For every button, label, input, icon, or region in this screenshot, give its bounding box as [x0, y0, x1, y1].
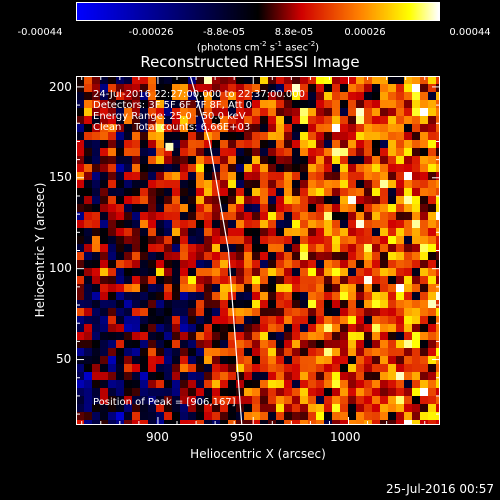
method-annotation: Clean Total counts: 6.66E+03	[93, 122, 251, 133]
x-tick-label: 1000	[330, 430, 361, 444]
colorbar-tick-label: 8.8e-05	[274, 27, 314, 38]
colorbar	[76, 2, 440, 21]
colorbar-units-label: (photons cm-2 s-1 asec-2)	[196, 40, 320, 54]
footer-date: 25-Jul-2016 00:57	[385, 482, 494, 496]
peak-position-annotation: Position of Peak = [906,167]	[93, 397, 236, 408]
colorbar-tick-label: 0.00026	[344, 27, 386, 38]
solar-limb-line	[189, 76, 243, 425]
energy-range-annotation: Energy Range: 25.0 - 50.0 keV	[93, 111, 246, 122]
colorbar-tick-label: 0.00044	[449, 27, 491, 38]
x-axis-label: Heliocentric X (arcsec)	[190, 447, 326, 461]
heatmap-plot-area	[76, 76, 440, 425]
heatmap-image	[76, 76, 440, 425]
colorbar-tick-label: -0.00026	[128, 27, 174, 38]
time-range-annotation: 24-Jul-2016 22:27:00.000 to 22:37:00.000	[93, 89, 305, 100]
y-tick-label: 50	[56, 352, 72, 366]
y-axis-label: Heliocentric Y (arcsec)	[33, 182, 47, 318]
colorbar-tick-label: -0.00044	[17, 27, 63, 38]
y-tick-label: 150	[49, 170, 72, 184]
detectors-annotation: Detectors: 3F 5F 6F 7F 8F, Att 0	[93, 100, 253, 111]
limb-overlay	[189, 76, 243, 425]
chart-title: Reconstructed RHESSI Image	[140, 53, 360, 71]
y-tick-label: 200	[49, 80, 72, 94]
colorbar-gradient	[77, 3, 439, 20]
colorbar-tick-label: -8.8e-05	[203, 27, 245, 38]
x-tick-label: 950	[230, 430, 253, 444]
y-tick-label: 100	[49, 261, 72, 275]
x-tick-label: 900	[146, 430, 169, 444]
